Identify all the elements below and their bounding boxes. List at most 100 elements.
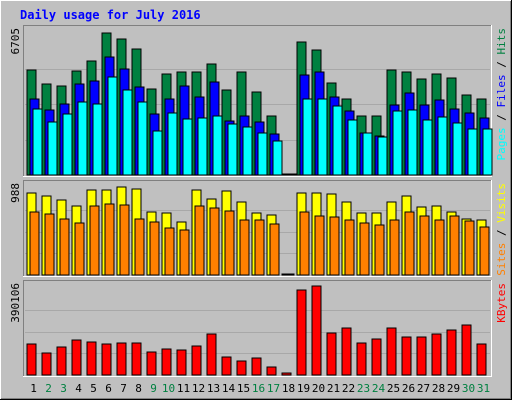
- bar-pages-day-8: [137, 101, 148, 176]
- bar-pages-day-7: [122, 89, 133, 176]
- bar-pages-day-19: [302, 98, 313, 176]
- bar-sites-day-11: [179, 229, 190, 276]
- bar-kbytes-day-22: [341, 327, 352, 376]
- bar-sites-day-1: [29, 211, 40, 276]
- bar-sites-day-7: [119, 204, 130, 276]
- bar-pages-day-26: [407, 109, 418, 176]
- bar-pages-day-17: [272, 140, 283, 176]
- bar-kbytes-day-24: [371, 338, 382, 376]
- bar-sites-day-6: [104, 203, 115, 276]
- bar-sites-day-9: [149, 221, 160, 276]
- legend-usage: Pages / Files / Hits: [495, 28, 508, 161]
- day-label-24: 24: [372, 382, 386, 395]
- day-label-23: 23: [357, 382, 370, 395]
- day-label-20: 20: [312, 382, 325, 395]
- day-label-2: 2: [45, 382, 52, 395]
- bar-pages-day-12: [197, 117, 208, 176]
- day-label-21: 21: [327, 382, 340, 395]
- bar-kbytes-day-25: [386, 327, 397, 376]
- bar-kbytes-day-1: [26, 343, 37, 376]
- day-label-18: 18: [282, 382, 295, 395]
- bar-pages-day-16: [257, 132, 268, 176]
- day-label-22: 22: [342, 382, 355, 395]
- bar-sites-day-26: [404, 211, 415, 276]
- bar-pages-day-9: [152, 130, 163, 176]
- day-label-30: 30: [462, 382, 475, 395]
- day-label-16: 16: [252, 382, 265, 395]
- day-label-13: 13: [207, 382, 220, 395]
- bar-pages-day-15: [242, 126, 253, 176]
- bar-pages-day-29: [452, 122, 463, 176]
- bar-kbytes-day-4: [71, 339, 82, 376]
- bar-kbytes-day-2: [41, 352, 52, 376]
- bar-kbytes-day-7: [116, 342, 127, 376]
- day-label-3: 3: [60, 382, 67, 395]
- bar-pages-day-14: [227, 123, 238, 176]
- bar-kbytes-day-19: [296, 289, 307, 376]
- bar-sites-day-23: [359, 222, 370, 276]
- day-label-8: 8: [135, 382, 142, 395]
- bar-sites-day-5: [89, 205, 100, 276]
- bar-sites-day-27: [419, 215, 430, 276]
- day-label-7: 7: [120, 382, 127, 395]
- bar-pages-day-25: [392, 110, 403, 176]
- panel-kbytes: 390106 KBytes: [9, 280, 508, 377]
- bar-sites-day-3: [59, 218, 70, 276]
- bar-pages-day-22: [347, 119, 358, 176]
- legend-entry-sites: Sites: [495, 243, 508, 276]
- bar-kbytes-day-30: [461, 324, 472, 376]
- day-label-1: 1: [30, 382, 37, 395]
- legend-separator: /: [495, 223, 508, 243]
- day-label-19: 19: [297, 382, 310, 395]
- axis-max-label-visits: 988: [9, 183, 22, 203]
- day-label-4: 4: [75, 382, 82, 395]
- legend-entry-files: Files: [495, 74, 508, 107]
- bar-pages-day-28: [437, 116, 448, 176]
- chart-title: Daily usage for July 2016: [20, 8, 201, 22]
- bar-sites-day-2: [44, 213, 55, 276]
- bar-sites-day-30: [464, 220, 475, 276]
- bar-pages-day-20: [317, 98, 328, 176]
- legend-entry-kbytes: KBytes: [495, 283, 508, 323]
- bar-pages-day-2: [47, 121, 58, 176]
- bar-kbytes-day-12: [191, 345, 202, 376]
- bar-pages-day-5: [92, 103, 103, 176]
- bar-sites-day-24: [374, 224, 385, 276]
- bar-kbytes-day-23: [356, 342, 367, 376]
- series-kbytes: [26, 285, 487, 376]
- day-label-9: 9: [150, 382, 157, 395]
- bar-kbytes-day-9: [146, 351, 157, 376]
- day-label-31: 31: [477, 382, 490, 395]
- bar-sites-day-20: [314, 215, 325, 276]
- bar-kbytes-day-13: [206, 333, 217, 376]
- bar-pages-day-6: [107, 76, 118, 176]
- bar-pages-day-31: [482, 128, 493, 176]
- day-label-27: 27: [417, 382, 430, 395]
- bar-kbytes-day-16: [251, 357, 262, 376]
- bar-kbytes-day-11: [176, 349, 187, 376]
- day-label-29: 29: [447, 382, 460, 395]
- bar-kbytes-day-29: [446, 329, 457, 376]
- bar-sites-day-18: [284, 273, 295, 276]
- bar-sites-day-8: [134, 218, 145, 276]
- bar-sites-day-19: [299, 211, 310, 276]
- day-label-15: 15: [237, 382, 250, 395]
- day-labels: 1 2 3 4 5 6 7 8 9 10 11 12 13 14 15 16 17 18 19 20 21 22 23 24 2…: [30, 382, 490, 395]
- legend-entry-pages: Pages: [495, 127, 508, 160]
- bar-pages-day-11: [182, 118, 193, 176]
- bar-pages-day-30: [467, 128, 478, 176]
- bar-sites-day-14: [224, 210, 235, 276]
- bar-kbytes-day-14: [221, 356, 232, 376]
- bar-kbytes-day-17: [266, 366, 277, 376]
- series-pages: [32, 76, 493, 176]
- bar-kbytes-day-20: [311, 285, 322, 376]
- bar-sites-day-13: [209, 207, 220, 276]
- bar-pages-day-24: [377, 136, 388, 176]
- bar-pages-day-4: [77, 101, 88, 176]
- bar-kbytes-day-18: [281, 372, 292, 376]
- day-label-12: 12: [192, 382, 205, 395]
- bar-sites-day-29: [449, 215, 460, 276]
- bar-kbytes-day-15: [236, 360, 247, 376]
- day-label-28: 28: [432, 382, 445, 395]
